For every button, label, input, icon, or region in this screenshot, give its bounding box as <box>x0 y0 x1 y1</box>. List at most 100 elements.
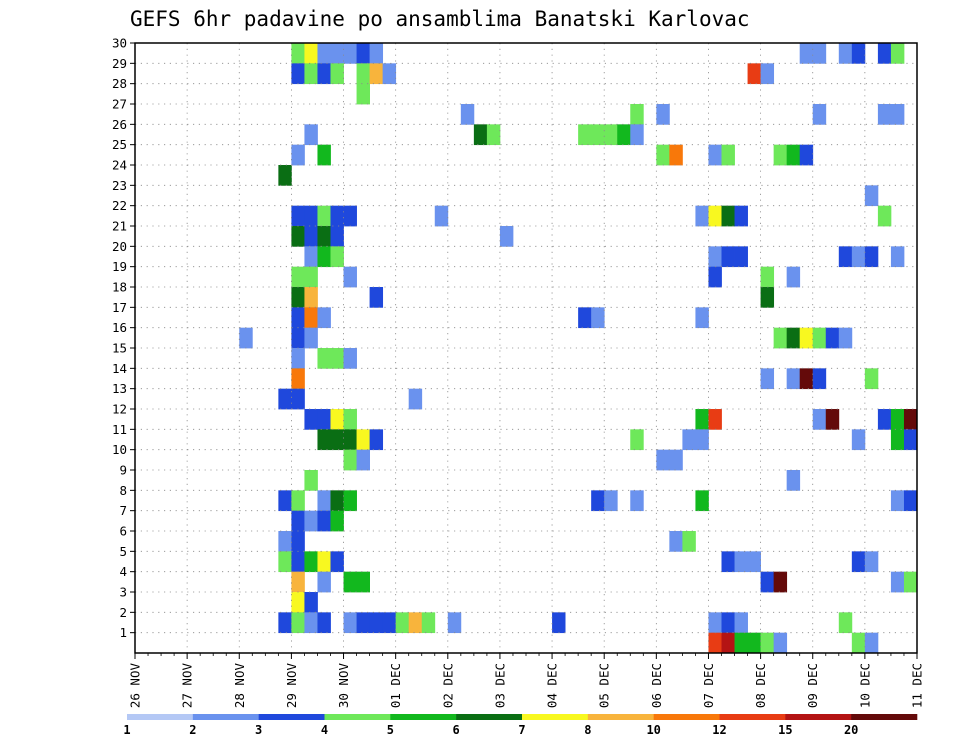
x-tick-label: 06 DEC <box>649 663 664 708</box>
colorbar-swatch <box>456 714 523 720</box>
precip-cell <box>708 205 722 227</box>
precip-cell <box>890 490 905 512</box>
precip-cell <box>773 327 788 349</box>
precip-cell <box>669 531 683 552</box>
colorbar-label: 15 <box>778 723 792 737</box>
precip-cell <box>695 490 709 512</box>
precip-cell <box>343 571 357 593</box>
precip-cell <box>330 246 344 268</box>
precip-cell <box>278 531 292 552</box>
precip-cell <box>369 612 384 634</box>
precip-cell <box>864 246 879 268</box>
precip-cell <box>343 348 357 369</box>
x-tick-label: 27 NOV <box>180 663 195 709</box>
precip-cell <box>877 104 892 125</box>
precip-cell <box>669 449 683 471</box>
x-tick-label: 05 DEC <box>597 663 612 708</box>
precip-cell <box>695 205 709 227</box>
y-tick-label: 12 <box>112 402 127 417</box>
precip-cell <box>356 612 370 634</box>
precip-cell <box>317 246 331 268</box>
precip-cell <box>890 571 905 593</box>
colorbar-label: 1 <box>123 723 130 737</box>
precip-cell <box>734 205 748 227</box>
precip-cell <box>760 266 775 288</box>
precip-cell <box>617 124 631 146</box>
precip-cell <box>630 124 644 146</box>
colorbar-label: 10 <box>646 723 660 737</box>
precip-cell <box>382 63 397 85</box>
precip-cell <box>304 287 318 308</box>
precip-cell <box>304 307 318 329</box>
precip-cell <box>330 409 344 430</box>
precip-cell <box>773 632 788 654</box>
precip-cell <box>656 144 670 166</box>
precip-cell <box>851 551 866 573</box>
precip-cell <box>708 246 722 268</box>
precip-cell <box>421 612 436 634</box>
precip-cell <box>317 63 331 85</box>
precip-cell <box>382 612 397 634</box>
precip-cell <box>630 104 644 125</box>
precip-cell <box>851 246 866 268</box>
x-tick-label: 04 DEC <box>545 663 560 708</box>
x-tick-label: 09 DEC <box>805 663 820 708</box>
precip-cell <box>578 307 592 329</box>
precip-cell <box>656 104 670 125</box>
precip-cell <box>734 612 748 634</box>
precip-cell <box>890 429 905 451</box>
precip-cell <box>747 632 761 654</box>
chart-title: GEFS 6hr padavine po ansamblima Banatski… <box>130 7 750 31</box>
precip-cell <box>721 632 735 654</box>
precip-cell <box>721 612 735 634</box>
precip-cell <box>786 144 801 166</box>
y-tick-label: 26 <box>112 117 127 132</box>
precip-cell <box>356 449 370 471</box>
precip-cell <box>291 287 305 308</box>
precip-cell <box>760 571 775 593</box>
precip-cell <box>317 307 331 329</box>
colorbar-label: 4 <box>321 723 328 737</box>
precip-cell <box>304 510 318 532</box>
precip-cell <box>864 368 879 390</box>
precip-cell <box>695 429 709 451</box>
precip-cell <box>408 388 423 410</box>
colorbar-label: 5 <box>387 723 394 737</box>
precip-cell <box>695 307 709 329</box>
precip-cell <box>812 409 827 430</box>
precip-cell <box>291 63 305 85</box>
y-tick-label: 25 <box>112 137 127 152</box>
precip-cell <box>799 43 814 64</box>
y-tick-label: 23 <box>112 178 127 193</box>
precip-cell <box>708 144 722 166</box>
y-tick-label: 20 <box>112 239 127 254</box>
precip-cell <box>760 63 775 85</box>
precip-cell <box>291 388 305 410</box>
precip-cell <box>304 470 318 491</box>
precip-cell <box>578 124 592 146</box>
precip-cell <box>825 327 840 349</box>
y-tick-label: 17 <box>112 300 127 315</box>
precip-cell <box>317 409 331 430</box>
precip-cell <box>747 63 761 85</box>
x-tick-label: 26 NOV <box>128 663 143 709</box>
precip-cell <box>890 409 905 430</box>
precip-cell <box>591 124 605 146</box>
precip-cell <box>656 449 670 471</box>
precip-cell <box>330 63 344 85</box>
y-tick-label: 28 <box>112 76 127 91</box>
precip-cell <box>317 490 331 512</box>
precip-cell <box>304 592 318 613</box>
precip-cell <box>669 144 683 166</box>
x-tick-label: 08 DEC <box>753 663 768 708</box>
precip-cell <box>799 327 814 349</box>
precip-cell <box>851 632 866 654</box>
precip-cell <box>291 144 305 166</box>
precip-cell <box>330 348 344 369</box>
precip-cell <box>278 612 292 634</box>
precip-cell <box>317 510 331 532</box>
y-tick-label: 8 <box>119 483 127 498</box>
y-tick-label: 18 <box>112 280 127 295</box>
precip-cell <box>838 43 853 64</box>
